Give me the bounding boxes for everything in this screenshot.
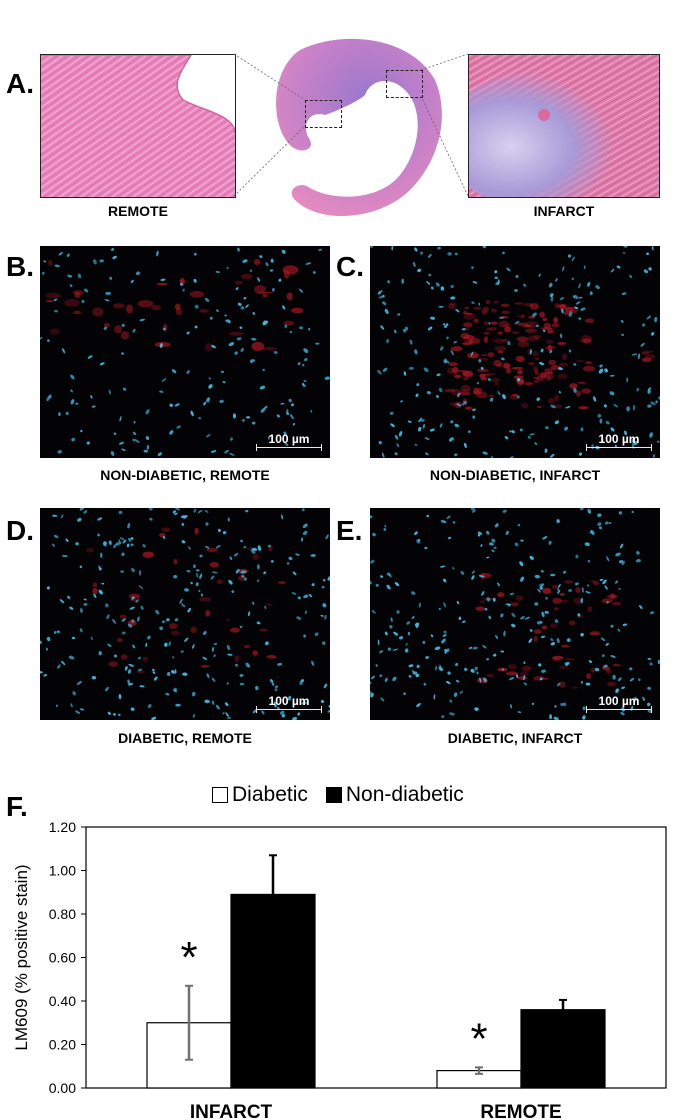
y-tick-label: 0.20 <box>49 1037 76 1053</box>
scale-bar-b-label: 100 µm <box>268 432 310 446</box>
scale-bar-e-label: 100 µm <box>598 694 640 708</box>
non-diabetic-infarct-micrograph <box>370 246 660 458</box>
caption-infarct: INFARCT <box>533 203 595 219</box>
fluorescence-image <box>370 246 660 458</box>
y-axis-label: LM609 (% positive stain) <box>12 864 31 1050</box>
y-tick-label: 0.40 <box>49 993 76 1009</box>
caption-remote: REMOTE <box>108 203 168 219</box>
y-tick-label: 1.20 <box>49 819 76 835</box>
panel-letter-a: A. <box>6 68 34 99</box>
chart-legend: Diabetic Non-diabetic <box>212 783 482 807</box>
scale-bar-c: 100 µm <box>586 432 652 451</box>
diabetic-infarct-micrograph <box>370 508 660 720</box>
panel-letter-b: B. <box>6 251 34 282</box>
legend-item-non-diabetic: Non-diabetic <box>325 783 464 807</box>
y-tick-label: 0.00 <box>49 1080 76 1096</box>
caption-diabetic-infarct: DIABETIC, INFARCT <box>447 730 583 746</box>
legend-swatch-diabetic <box>212 787 228 803</box>
category-label: INFARCT <box>190 1102 273 1120</box>
panel-letter-c: C. <box>336 251 364 282</box>
scale-bar-b: 100 µm <box>256 432 322 451</box>
bar-non-diabetic-remote <box>520 1009 606 1089</box>
y-tick-label: 0.60 <box>49 950 76 966</box>
panel-letter-e: E. <box>336 515 363 546</box>
panel-letter-f: F. <box>6 791 28 822</box>
scale-bar-e: 100 µm <box>586 694 652 713</box>
lm609-bar-chart: 0.00 0.20 0.40 0.60 0.80 1.00 1.20 LM609 (% pos… <box>12 819 667 1120</box>
fluorescence-image <box>40 508 330 720</box>
remote-he-micrograph <box>40 54 236 198</box>
scale-bar-d-label: 100 µm <box>268 694 310 708</box>
panel-letter-d: D. <box>6 515 34 546</box>
scale-bar-c-label: 100 µm <box>598 432 640 446</box>
significance-asterisk: * <box>180 933 197 982</box>
infarct-box-infarct <box>386 70 423 98</box>
legend-label-diabetic: Diabetic <box>232 783 308 806</box>
category-label: REMOTE <box>480 1102 561 1120</box>
caption-non-diabetic-remote: NON-DIABETIC, REMOTE <box>100 467 270 483</box>
significance-asterisk: * <box>470 1014 487 1063</box>
diabetic-remote-micrograph <box>40 508 330 720</box>
infarct-box-remote <box>305 100 342 128</box>
zoom-guide-lines <box>233 53 469 197</box>
non-diabetic-remote-micrograph <box>40 246 330 458</box>
legend-swatch-non-diabetic <box>325 787 342 803</box>
y-tick-label: 0.80 <box>49 906 76 922</box>
legend-label-non-diabetic: Non-diabetic <box>345 783 464 806</box>
y-tick-label: 1.00 <box>49 863 76 879</box>
caption-non-diabetic-infarct: NON-DIABETIC, INFARCT <box>429 467 601 483</box>
fluorescence-image <box>370 508 660 720</box>
legend-item-diabetic: Diabetic <box>212 783 308 807</box>
whole-heart-section <box>240 30 460 230</box>
caption-diabetic-remote: DIABETIC, REMOTE <box>118 730 252 746</box>
scale-bar-d: 100 µm <box>256 694 322 713</box>
infarct-he-micrograph <box>468 54 660 198</box>
fluorescence-image <box>40 246 330 458</box>
